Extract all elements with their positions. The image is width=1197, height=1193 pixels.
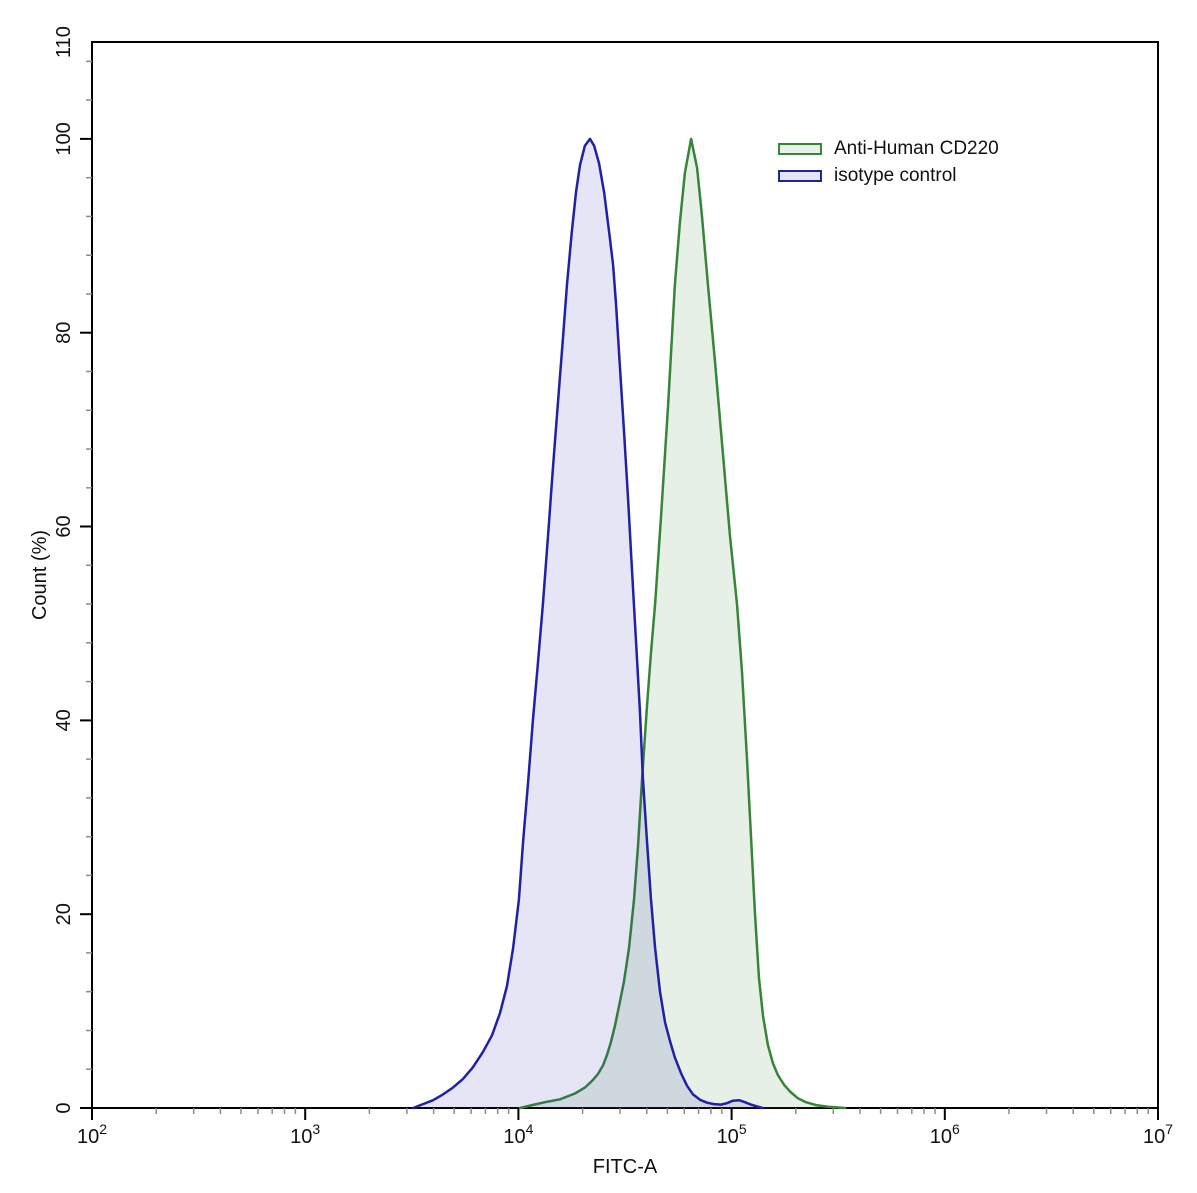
x-tick-label: 105 (717, 1121, 747, 1148)
x-tick-label: 103 (290, 1121, 320, 1148)
y-tick-label: 80 (53, 322, 75, 344)
legend-label: isotype control (834, 165, 957, 186)
legend-item-isotype-control: isotype control (778, 165, 999, 187)
x-axis-title: FITC-A (593, 1156, 658, 1178)
series-line-1 (411, 137, 765, 1110)
y-tick-label: 40 (53, 709, 75, 731)
y-tick-label: 110 (53, 26, 75, 58)
y-axis-title: Count (%) (29, 530, 51, 620)
x-tick-label: 107 (1143, 1121, 1173, 1148)
legend-item-anti-human-cd220: Anti-Human CD220 (778, 138, 999, 160)
legend-swatch-green (778, 143, 822, 155)
series-line-0 (518, 137, 847, 1110)
y-tick-label: 0 (53, 1102, 75, 1113)
plot-frame (91, 41, 1159, 1109)
legend: Anti-Human CD220 isotype control (778, 138, 999, 187)
series-fill-1 (413, 138, 763, 1108)
y-tick-label: 100 (53, 122, 75, 155)
y-tick-label: 60 (53, 515, 75, 537)
legend-label: Anti-Human CD220 (834, 138, 999, 159)
series-fill-0 (520, 138, 845, 1108)
y-tick-label: 20 (53, 903, 75, 925)
legend-swatch-blue (778, 170, 822, 182)
x-tick-label: 104 (503, 1121, 533, 1148)
x-tick-label: 102 (77, 1121, 107, 1148)
x-tick-label: 106 (930, 1121, 960, 1148)
